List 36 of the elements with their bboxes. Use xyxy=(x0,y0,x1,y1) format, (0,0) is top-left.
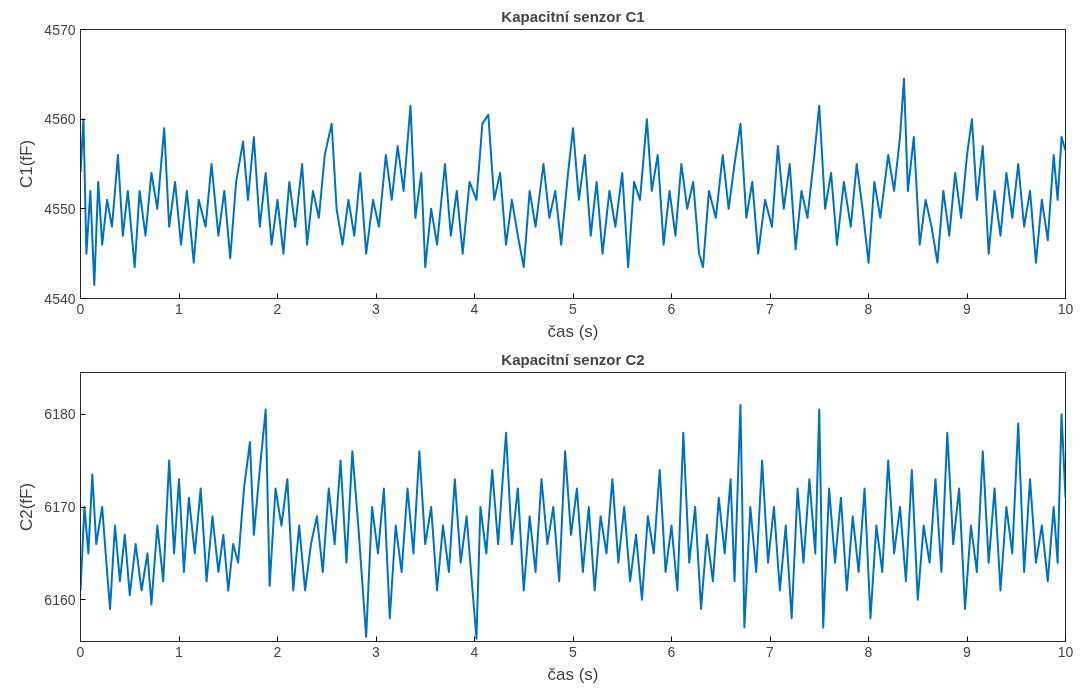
x-tick-label: 3 xyxy=(372,643,381,660)
y-tick-label: 6170 xyxy=(44,499,76,515)
x-tick-label: 9 xyxy=(963,300,972,317)
x-tick-label: 3 xyxy=(372,300,381,317)
y-tick-label: 4570 xyxy=(44,21,76,38)
x-tick-label: 8 xyxy=(864,300,873,317)
y-tick-label: 4550 xyxy=(44,200,76,217)
chart-title: Kapacitní senzor C2 xyxy=(501,350,645,368)
x-tick-label: 8 xyxy=(864,643,873,660)
x-tick-label: 5 xyxy=(569,643,578,660)
line-series xyxy=(80,77,1066,287)
y-tick-label: 4540 xyxy=(44,290,76,307)
x-axis-title: čas (s) xyxy=(547,664,599,684)
x-tick-label: 2 xyxy=(273,643,282,660)
x-tick-label: 4 xyxy=(470,643,479,660)
y-axis-title: C2(fF) xyxy=(17,482,37,532)
x-tick-label: 6 xyxy=(667,300,676,317)
y-axis-title: C1(fF) xyxy=(17,139,37,189)
x-tick-label: 4 xyxy=(470,300,479,317)
x-tick-label: 0 xyxy=(76,643,85,660)
x-tick-label: 10 xyxy=(1057,300,1074,317)
x-tick-label: 5 xyxy=(569,300,578,317)
chart-title: Kapacitní senzor C1 xyxy=(501,7,645,25)
y-tick-label: 4560 xyxy=(44,111,76,128)
x-tick-label: 10 xyxy=(1057,643,1074,660)
x-tick-label: 9 xyxy=(963,643,972,660)
x-tick-label: 7 xyxy=(766,643,775,660)
x-tick-label: 7 xyxy=(766,300,775,317)
y-tick-label: 6160 xyxy=(44,591,76,608)
x-tick-label: 1 xyxy=(175,300,184,317)
x-tick-label: 6 xyxy=(667,643,676,660)
x-tick-label: 1 xyxy=(175,643,184,660)
x-tick-label: 0 xyxy=(76,300,85,317)
x-axis-title: čas (s) xyxy=(547,321,599,341)
x-tick-label: 2 xyxy=(273,300,282,317)
y-tick-label: 6180 xyxy=(44,406,76,423)
